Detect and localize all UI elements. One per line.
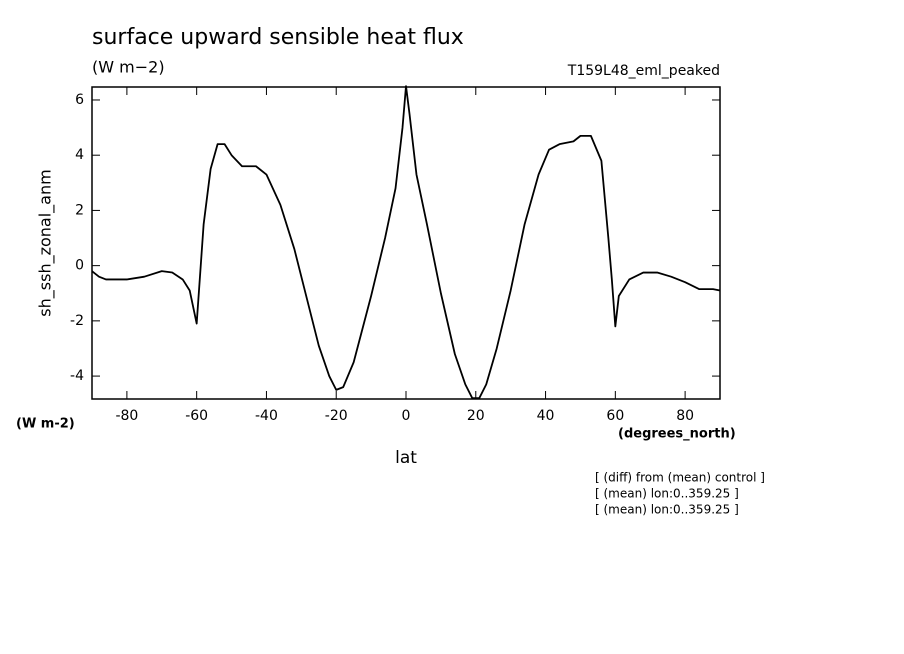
plot-frame xyxy=(91,86,721,400)
x-tick-label: 0 xyxy=(402,408,411,424)
x-tick-label: 40 xyxy=(537,408,555,424)
data-line xyxy=(91,85,721,400)
y-tick-label: -2 xyxy=(70,313,84,329)
y-units: (W m-2) xyxy=(16,417,75,432)
y-tick-label: 6 xyxy=(75,92,84,108)
note: [ (diff) from (mean) control ] xyxy=(595,471,765,485)
x-axis-label: lat xyxy=(395,448,417,468)
y-tick-label: 2 xyxy=(75,202,84,218)
y-tick-label: 0 xyxy=(75,258,84,274)
x-tick-label: 60 xyxy=(606,408,624,424)
y-tick-label: -4 xyxy=(70,368,84,384)
y-tick-label: 4 xyxy=(75,147,84,163)
x-tick-label: -80 xyxy=(115,408,138,424)
note: [ (mean) lon:0..359.25 ] xyxy=(595,503,739,517)
x-tick-label: -20 xyxy=(325,408,348,424)
x-tick-label: -60 xyxy=(185,408,208,424)
units: (W m−2) xyxy=(92,58,165,77)
x-tick-label: 80 xyxy=(676,408,694,424)
experiment: T159L48_eml_peaked xyxy=(567,63,720,79)
chart-title: surface upward sensible heat flux xyxy=(92,25,464,50)
x-tick-label: -40 xyxy=(255,408,278,424)
note: [ (mean) lon:0..359.25 ] xyxy=(595,487,739,501)
x-tick-label: 20 xyxy=(467,408,485,424)
x-units: (degrees_north) xyxy=(618,427,736,442)
y-axis-label: sh_ssh_zonal_anm xyxy=(36,169,56,316)
